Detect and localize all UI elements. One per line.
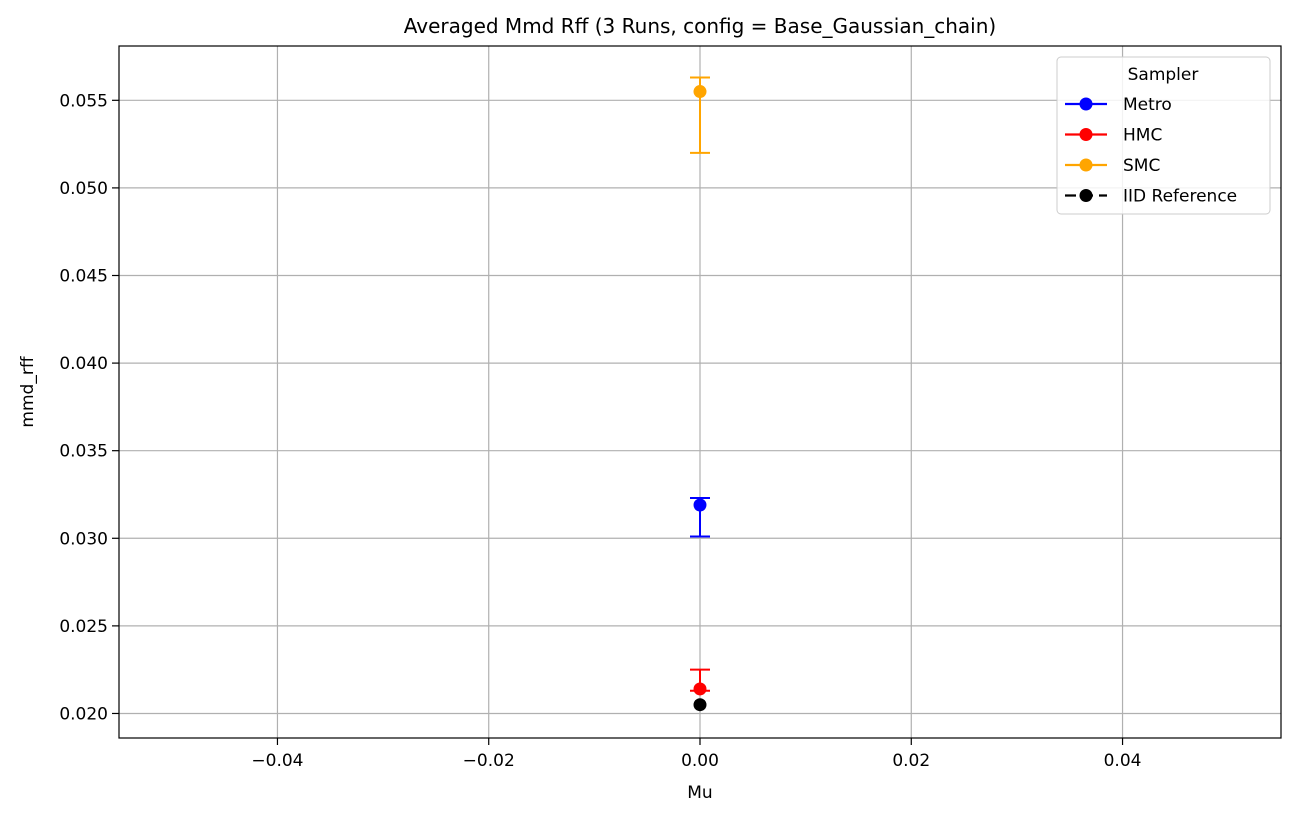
chart-title: Averaged Mmd Rff (3 Runs, config = Base_…: [404, 14, 996, 38]
x-tick-label: 0.00: [681, 751, 719, 771]
x-tick-label: −0.04: [251, 751, 303, 771]
y-axis-label: mmd_rff: [18, 355, 38, 427]
legend-entries: Metro HMC SMC IID Reference: [1065, 95, 1237, 207]
y-tick-label: 0.025: [59, 617, 108, 637]
y-axis: 0.020 0.025 0.030 0.035 0.040 0.045 0.050 0.055: [59, 91, 119, 724]
legend-marker: [1079, 158, 1093, 172]
data-point: [693, 85, 707, 99]
data-point: [693, 498, 707, 512]
x-tick-label: 0.04: [1104, 751, 1142, 771]
legend-label: Metro: [1123, 95, 1172, 115]
series-smc: [690, 76, 710, 154]
legend-marker: [1079, 128, 1093, 141]
series-hmc: [690, 668, 710, 696]
series-layer: [690, 76, 710, 712]
y-tick-label: 0.030: [59, 529, 108, 549]
legend-item-metro: Metro: [1065, 95, 1172, 115]
y-tick-label: 0.040: [59, 354, 108, 374]
y-tick-label: 0.020: [59, 704, 108, 724]
x-tick-label: −0.02: [463, 751, 515, 771]
legend-title: Sampler: [1128, 65, 1199, 85]
y-tick-label: 0.045: [59, 266, 108, 286]
legend: Sampler Metro HMC SMC IID Reference: [1056, 56, 1271, 215]
legend-label: HMC: [1123, 126, 1162, 146]
legend-label: IID Reference: [1123, 187, 1237, 207]
y-tick-label: 0.050: [59, 179, 108, 199]
legend-marker: [1079, 97, 1093, 111]
legend-box: [1056, 56, 1271, 215]
x-axis-label: Mu: [687, 783, 712, 803]
legend-marker: [1079, 189, 1093, 202]
series-metro: [690, 496, 710, 538]
data-point: [693, 698, 707, 712]
y-tick-label: 0.035: [59, 442, 108, 462]
legend-item-iid-reference: IID Reference: [1065, 187, 1237, 207]
y-tick-label: 0.055: [59, 91, 108, 111]
x-axis: −0.04 −0.02 0.00 0.02 0.04: [251, 738, 1141, 771]
legend-item-smc: SMC: [1065, 156, 1160, 176]
series-iid-reference: [693, 698, 707, 712]
legend-label: SMC: [1123, 156, 1160, 176]
x-tick-label: 0.02: [892, 751, 930, 771]
data-point: [693, 682, 707, 696]
legend-item-hmc: HMC: [1065, 126, 1162, 146]
